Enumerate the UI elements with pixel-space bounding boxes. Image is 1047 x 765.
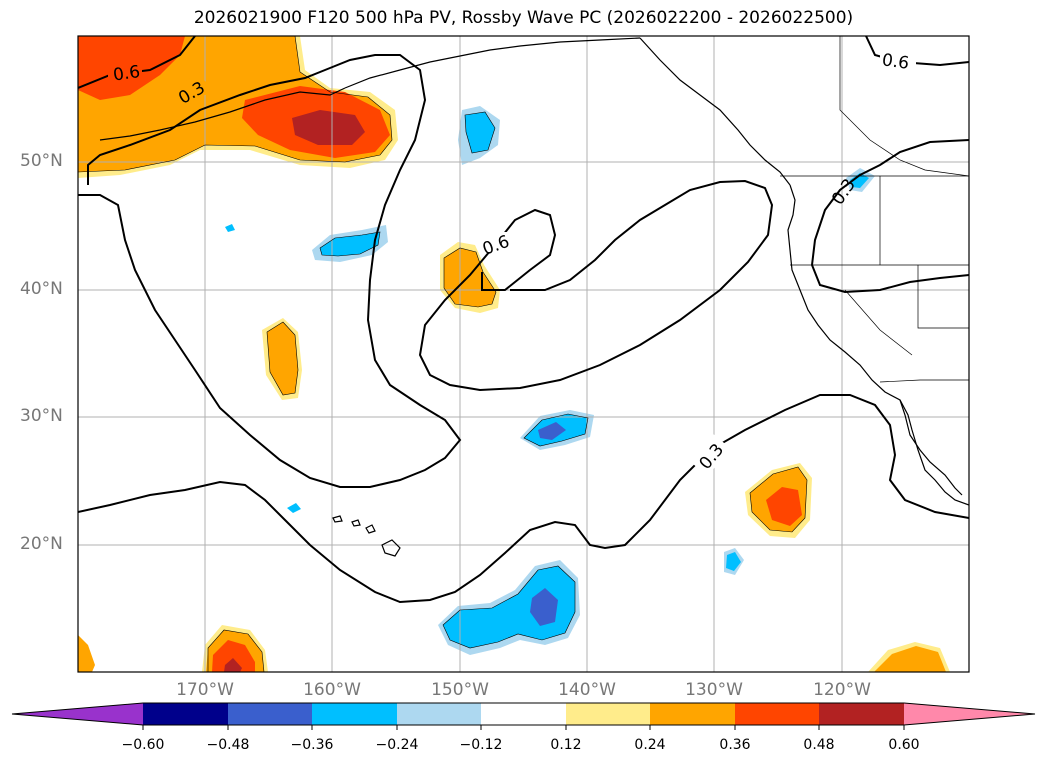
anomaly-positive-southwest xyxy=(78,635,95,672)
map-frame xyxy=(77,35,970,673)
colorbar-tick-label-3: −0.36 xyxy=(290,737,334,753)
coast-panhandle xyxy=(639,37,791,186)
anomaly-darkred-south-central xyxy=(224,658,242,672)
lon-label-120w: 120°W xyxy=(813,680,871,700)
anomaly-positive-west-inner xyxy=(267,322,298,395)
anomaly-negative-subtropical-core xyxy=(538,422,566,440)
anomaly-positive-southeast-inner xyxy=(874,646,946,672)
colorbar-tick-label-10: 0.60 xyxy=(888,737,920,753)
colorbar-extend-left xyxy=(12,703,143,725)
outline-west-central xyxy=(319,231,381,257)
anomaly-darkred-core xyxy=(292,110,365,145)
pv-anomaly-fills xyxy=(78,36,950,672)
border-alaska-canada xyxy=(839,36,969,177)
contour-0.3-south xyxy=(78,394,969,604)
coast-us-west xyxy=(787,184,969,506)
anomaly-negative-south-core xyxy=(530,588,558,626)
colorbar-segment-4 xyxy=(397,703,481,725)
outline-subtropical xyxy=(523,413,589,447)
colorbar-extend-right xyxy=(904,703,1035,725)
political-borders xyxy=(780,36,969,383)
colorbar-ticks xyxy=(142,725,905,730)
colorbar-segment-6 xyxy=(566,703,650,725)
outline-subtropical-east xyxy=(749,466,808,533)
map-title: 2026021900 F120 500 hPa PV, Rossby Wave … xyxy=(193,8,854,28)
lon-label-160w: 160°W xyxy=(303,680,361,700)
coast-hawaii-kauai xyxy=(332,515,343,523)
colorbar xyxy=(11,702,1036,730)
lon-label-170w: 170°W xyxy=(176,680,234,700)
contour-0.6-central xyxy=(418,179,774,392)
anomaly-negative-small-3-inner xyxy=(726,552,741,571)
coast-hawaii-maui xyxy=(365,524,376,534)
colorbar-segment-8 xyxy=(735,703,819,725)
anomaly-negative-pacific-northwest-inner xyxy=(850,173,869,188)
lon-label-150w: 150°W xyxy=(431,680,489,700)
contour-0.3-northwest xyxy=(78,54,462,488)
colorbar-tick-label-8: 0.36 xyxy=(719,737,751,753)
coast-baja xyxy=(899,399,963,496)
colorbar-tick-label-9: 0.48 xyxy=(803,737,835,753)
lat-label-40n: 40°N xyxy=(20,279,63,299)
lat-label-20n: 20°N xyxy=(20,534,63,554)
lon-label-140w: 140°W xyxy=(558,680,616,700)
anomaly-red-subtropical-east xyxy=(766,487,802,526)
anomaly-outlines xyxy=(78,36,808,672)
contour-label-5: 0.6 xyxy=(881,50,911,74)
border-us-mexico xyxy=(879,379,969,383)
border-nevada-2 xyxy=(844,289,913,356)
anomaly-red-south-central xyxy=(212,640,255,672)
colorbar-tick-label-5: −0.12 xyxy=(459,737,503,753)
outline-north-central xyxy=(464,111,496,154)
anomaly-positive-central-inner xyxy=(444,248,496,307)
map-area: 0.6 0.3 0.6 0.3 0.6 0.3 xyxy=(78,36,969,672)
anomaly-negative-south-inner xyxy=(443,566,575,648)
colorbar-tick-label-7: 0.24 xyxy=(634,737,666,753)
colorbar-tick-label-1: −0.60 xyxy=(121,737,165,753)
outline-central xyxy=(443,247,497,308)
colorbar-segment-9 xyxy=(819,703,904,725)
contour-0.6-top-left xyxy=(78,36,196,89)
coast-hawaii-big-island xyxy=(381,539,401,557)
coast-aleutians xyxy=(99,87,346,141)
outline-south xyxy=(442,565,576,649)
colorbar-segment-5 xyxy=(481,703,566,725)
colorbar-segment-7 xyxy=(650,703,735,725)
coast-alaska-south xyxy=(344,37,641,89)
colorbar-tick-label-2: −0.48 xyxy=(206,737,250,753)
colorbar-tick-label-4: −0.24 xyxy=(375,737,419,753)
anomaly-negative-small-2 xyxy=(287,503,301,513)
coast-hawaii-oahu xyxy=(351,519,361,527)
lat-label-30n: 30°N xyxy=(20,406,63,426)
pv-contours xyxy=(78,36,969,604)
contour-0.3-east xyxy=(810,139,969,294)
colorbar-segment-2 xyxy=(228,703,312,725)
anomaly-negative-north-central-inner xyxy=(465,112,495,153)
lat-label-50n: 50°N xyxy=(20,151,63,171)
outline-south-central xyxy=(207,629,265,672)
outline-west xyxy=(266,321,299,396)
colorbar-segment-1 xyxy=(143,703,228,725)
lon-label-130w: 130°W xyxy=(685,680,743,700)
anomaly-negative-small-1 xyxy=(225,224,235,232)
outline-northwest xyxy=(78,36,393,173)
colorbar-tick-label-6: 0.12 xyxy=(550,737,582,753)
colorbar-segment-3 xyxy=(312,703,397,725)
contour-label-1: 0.6 xyxy=(112,62,142,86)
border-nevada-1 xyxy=(917,265,969,329)
coastlines xyxy=(99,37,969,557)
